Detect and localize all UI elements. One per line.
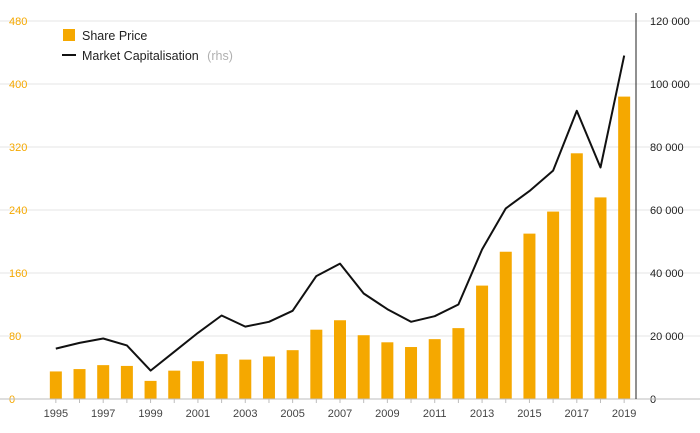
share-price-bar — [499, 251, 512, 399]
share-price-bar — [523, 233, 536, 399]
market-cap-line-group — [55, 55, 626, 372]
market-cap-line — [55, 55, 626, 372]
share-price-bar — [452, 328, 465, 399]
share-price-bar — [570, 153, 583, 399]
share-price-bar — [144, 380, 157, 399]
y-right-tick-label: 80 000 — [650, 142, 684, 154]
y-left-tick-label: 80 — [9, 331, 21, 343]
x-tick-label: 1999 — [138, 408, 162, 420]
x-tick-label: 2005 — [280, 408, 304, 420]
legend-market-cap-name: Market Capitalisation — [82, 49, 199, 63]
y-right-tick-label: 40 000 — [650, 268, 684, 280]
share-price-bar — [381, 342, 394, 399]
x-tick-label: 2001 — [186, 408, 210, 420]
share-price-bar — [286, 350, 299, 399]
share-price-bar — [618, 96, 631, 399]
y-left-tick-label: 0 — [9, 394, 15, 406]
share-price-bar — [191, 361, 204, 399]
share-price-bar — [215, 354, 228, 399]
y-right-tick-label: 120 000 — [650, 16, 690, 28]
gridlines — [0, 20, 700, 337]
x-tick-label: 2007 — [328, 408, 352, 420]
x-tick-label: 1995 — [44, 408, 68, 420]
legend-market-cap-suffix: (rhs) — [207, 49, 233, 63]
x-tick-label: 2015 — [517, 408, 541, 420]
share-price-bar — [262, 356, 275, 399]
x-tick-label: 2017 — [565, 408, 589, 420]
x-tick-label: 2011 — [423, 408, 447, 420]
y-right-tick-label: 20 000 — [650, 331, 684, 343]
legend-label-market-cap: Market Capitalisation (rhs) — [82, 47, 233, 64]
y-right-tick-label: 100 000 — [650, 79, 690, 91]
y-left-tick-label: 240 — [9, 205, 27, 217]
share-price-bar — [73, 369, 86, 399]
x-tick-label: 2003 — [233, 408, 257, 420]
share-price-bar — [97, 365, 110, 399]
share-price-bar — [168, 370, 181, 399]
share-price-bar — [239, 359, 252, 399]
legend: Share Price Market Capitalisation (rhs) — [62, 29, 233, 64]
share-price-bar — [310, 329, 323, 399]
share-price-bar — [428, 339, 441, 399]
y-left-tick-label: 320 — [9, 142, 27, 154]
y-right-tick-label: 0 — [650, 394, 656, 406]
share-price-bar — [120, 365, 133, 399]
share-price-bar — [405, 347, 418, 399]
y-left-tick-label: 400 — [9, 79, 27, 91]
x-tick-label: 2009 — [375, 408, 399, 420]
x-tick-label: 2013 — [470, 408, 494, 420]
share-price-bars — [49, 96, 631, 399]
share-price-bar — [49, 371, 62, 399]
share-price-bar — [547, 211, 560, 399]
share-price-bar — [357, 335, 370, 399]
share-price-bar — [594, 197, 607, 399]
x-tick-label: 1997 — [91, 408, 115, 420]
legend-label-share-price: Share Price — [82, 29, 147, 43]
x-tick-label: 2019 — [612, 408, 636, 420]
y-right-tick-label: 60 000 — [650, 205, 684, 217]
y-left-tick-label: 480 — [9, 16, 27, 28]
share-price-bar — [476, 285, 489, 399]
axes: 0 0 80 20 000 160 40 000 240 60 000 320 80 000 400… — [0, 13, 700, 420]
y-left-tick-label: 160 — [9, 268, 27, 280]
legend-swatch-share-price — [63, 29, 75, 41]
share-price-bar — [334, 320, 346, 399]
